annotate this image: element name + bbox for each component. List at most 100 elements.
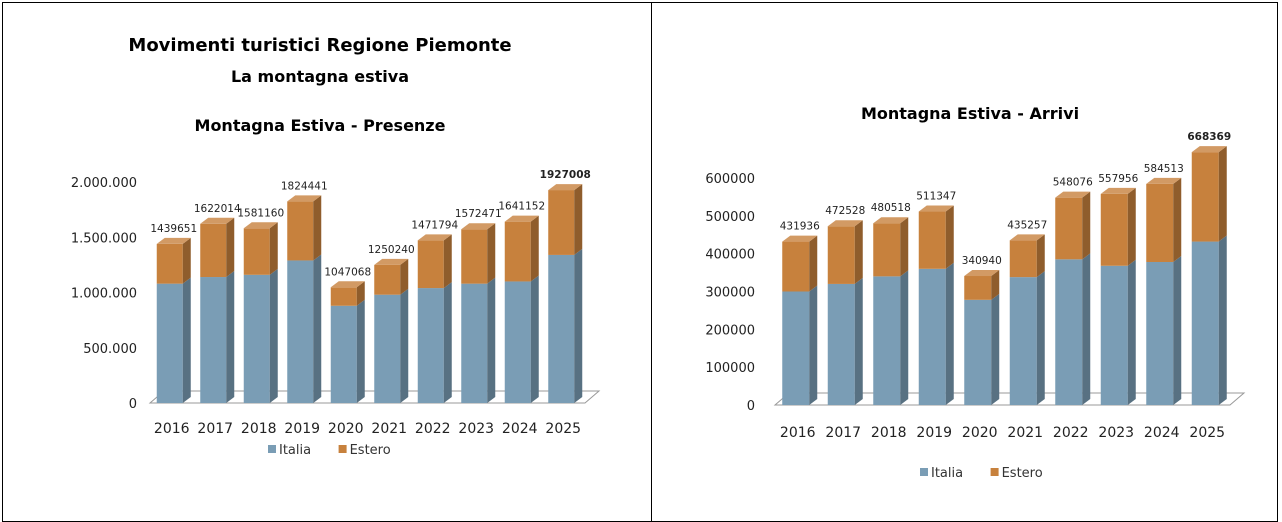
arrivi-value-label: 668369	[1187, 131, 1231, 143]
presenze-bar-side-estero-2021	[400, 258, 409, 295]
arrivi-ytick-label: 500000	[705, 210, 755, 225]
arrivi-bar-estero-2021	[1009, 240, 1037, 278]
arrivi-ytick-label: 0	[747, 399, 755, 414]
presenze-legend-label-estero: Estero	[350, 443, 391, 458]
presenze-bar-side-italia-2021	[400, 288, 409, 403]
arrivi-category-label: 2017	[825, 425, 861, 441]
presenze-bar-estero-2023	[461, 229, 488, 284]
presenze-bar-italia-2020	[330, 305, 357, 403]
presenze-bar-side-italia-2017	[226, 271, 235, 403]
presenze-category-label: 2023	[458, 421, 494, 437]
arrivi-value-label: 480518	[871, 202, 911, 214]
presenze-bar-top-2025	[548, 184, 583, 191]
presenze-category-label: 2021	[371, 421, 407, 437]
presenze-value-label: 1641152	[498, 201, 545, 213]
presenze-bar-side-estero-2017	[226, 217, 235, 278]
presenze-value-label: 1471794	[411, 219, 458, 231]
arrivi-bar-side-italia-2022	[1082, 253, 1091, 405]
arrivi-bar-estero-2019	[918, 211, 946, 269]
arrivi-bar-side-italia-2025	[1218, 235, 1227, 405]
presenze-bar-side-estero-2024	[530, 215, 539, 282]
presenze-chart-title: Montagna Estiva - Presenze	[194, 116, 446, 135]
presenze-bar-italia-2025	[548, 254, 575, 403]
presenze-legend-label-italia: Italia	[279, 443, 311, 458]
presenze-bar-side-italia-2020	[356, 299, 365, 403]
presenze-bar-top-2016	[156, 237, 191, 244]
arrivi-value-label: 431936	[780, 221, 820, 233]
presenze-bar-top-2019	[287, 195, 322, 202]
arrivi-bar-italia-2024	[1146, 261, 1174, 405]
presenze-bar-top-2017	[200, 217, 235, 224]
presenze-bar-side-italia-2022	[443, 282, 452, 403]
arrivi-bar-top-2021	[1009, 234, 1045, 241]
arrivi-value-label: 435257	[1007, 219, 1047, 231]
arrivi-bar-italia-2022	[1055, 259, 1083, 405]
arrivi-bar-side-estero-2022	[1082, 191, 1091, 260]
presenze-bar-italia-2022	[417, 288, 444, 403]
arrivi-bar-side-italia-2020	[991, 293, 1000, 405]
arrivi-bar-side-estero-2025	[1218, 146, 1227, 242]
presenze-bar-estero-2024	[504, 221, 531, 282]
presenze-value-label: 1622014	[194, 203, 241, 215]
presenze-value-label: 1439651	[150, 223, 197, 235]
arrivi-value-label: 548076	[1053, 177, 1093, 189]
presenze-bar-italia-2024	[504, 281, 531, 403]
arrivi-category-label: 2024	[1144, 425, 1180, 441]
arrivi-bar-italia-2019	[918, 268, 946, 405]
arrivi-bar-italia-2023	[1100, 265, 1128, 405]
arrivi-bar-estero-2016	[782, 241, 810, 292]
presenze-bar-estero-2017	[200, 223, 227, 278]
presenze-category-label: 2020	[328, 421, 364, 437]
presenze-category-label: 2024	[502, 421, 538, 437]
arrivi-value-label: 472528	[825, 205, 865, 217]
arrivi-category-label: 2021	[1007, 425, 1043, 441]
presenze-bar-italia-2018	[243, 274, 270, 403]
presenze-bar-side-italia-2025	[574, 248, 583, 403]
presenze-ytick-label: 1.500.000	[71, 231, 137, 246]
arrivi-bar-side-italia-2019	[945, 262, 954, 405]
arrivi-bar-estero-2024	[1146, 183, 1174, 262]
arrivi-bar-italia-2020	[964, 299, 992, 405]
arrivi-category-label: 2020	[962, 425, 998, 441]
arrivi-category-label: 2016	[780, 425, 816, 441]
arrivi-bar-top-2020	[964, 270, 1000, 277]
arrivi-bar-estero-2017	[827, 226, 855, 284]
arrivi-category-label: 2019	[916, 425, 952, 441]
arrivi-bar-side-estero-2017	[854, 220, 863, 284]
arrivi-bar-italia-2017	[827, 283, 855, 405]
panel-divider	[651, 2, 652, 522]
presenze-category-label: 2017	[197, 421, 233, 437]
presenze-bar-estero-2018	[243, 228, 270, 275]
presenze-value-label: 1927008	[540, 169, 591, 181]
presenze-bar-italia-2021	[374, 294, 401, 403]
arrivi-bar-italia-2016	[782, 291, 810, 405]
presenze-bar-side-estero-2020	[356, 281, 365, 306]
arrivi-bar-estero-2020	[964, 276, 992, 300]
presenze-bar-top-2021	[374, 258, 409, 265]
presenze-bar-estero-2016	[156, 243, 183, 284]
presenze-ytick-label: 500.000	[83, 342, 137, 357]
arrivi-ytick-label: 100000	[705, 361, 755, 376]
arrivi-bar-top-2022	[1055, 191, 1091, 198]
presenze-bar-side-estero-2016	[182, 237, 191, 284]
presenze-bar-top-2024	[504, 215, 539, 222]
arrivi-bar-side-estero-2020	[991, 270, 1000, 300]
presenze-ytick-label: 0	[129, 397, 137, 412]
presenze-bar-side-italia-2024	[530, 275, 539, 403]
presenze-value-label: 1250240	[368, 244, 415, 256]
arrivi-bar-italia-2018	[873, 276, 901, 405]
presenze-bar-side-italia-2019	[313, 254, 322, 403]
presenze-bar-side-estero-2025	[574, 184, 583, 255]
arrivi-bar-side-estero-2016	[809, 235, 818, 292]
arrivi-bar-side-italia-2016	[809, 285, 818, 405]
presenze-bar-italia-2023	[461, 283, 488, 403]
arrivi-category-label: 2022	[1053, 425, 1089, 441]
arrivi-bar-top-2018	[873, 217, 909, 224]
presenze-value-label: 1581160	[237, 207, 284, 219]
presenze-bar-side-estero-2022	[443, 234, 452, 289]
presenze-bar-estero-2025	[548, 190, 575, 255]
arrivi-bar-side-italia-2023	[1127, 259, 1136, 405]
arrivi-bar-top-2024	[1146, 177, 1182, 184]
arrivi-bar-estero-2018	[873, 223, 901, 277]
charts-svg: 0 500.000 1.000.000 1.500.000 2.000.000 14396…	[71, 131, 1246, 481]
